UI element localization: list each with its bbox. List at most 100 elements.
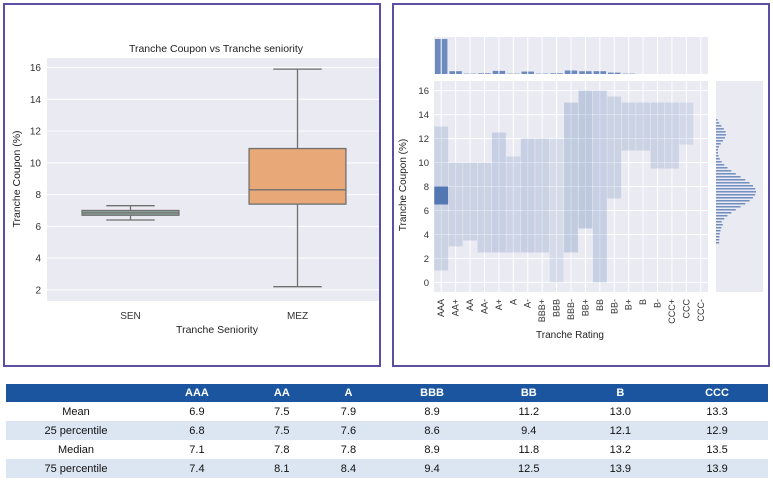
x-tick-label: BBB bbox=[552, 299, 562, 317]
heat-cell-b+ bbox=[622, 103, 636, 151]
x-tick-label: BB bbox=[595, 299, 605, 311]
heat-cell-aaa bbox=[434, 187, 448, 205]
x-tick-label: BBB+ bbox=[537, 299, 547, 322]
y-axis-label: Tranche Coupon (%) bbox=[11, 130, 23, 227]
table-cell: 8.9 bbox=[381, 402, 483, 421]
table-cell: 12.1 bbox=[575, 421, 667, 440]
marginal-y-bar bbox=[716, 164, 724, 165]
marginal-y-bar bbox=[716, 128, 724, 129]
marginal-y-bar bbox=[716, 152, 718, 153]
marginal-y-bar bbox=[716, 221, 722, 222]
table-cell: 7.1 bbox=[146, 440, 248, 459]
heat-cell-b bbox=[636, 103, 650, 151]
marginal-y-bar bbox=[716, 206, 741, 207]
marginal-y-bar bbox=[716, 179, 745, 180]
heat-cell-a bbox=[506, 157, 520, 253]
table-cell: 8.6 bbox=[381, 421, 483, 440]
y-tick-label: 10 bbox=[30, 158, 42, 169]
y-tick-label: 0 bbox=[424, 278, 429, 289]
row-label: 75 percentile bbox=[6, 459, 146, 478]
table-cell: 13.0 bbox=[575, 402, 667, 421]
marginal-y-bar bbox=[716, 209, 736, 210]
table-cell: 7.5 bbox=[248, 402, 316, 421]
y-tick-label: 12 bbox=[30, 127, 42, 138]
x-tick-label: AA- bbox=[479, 299, 489, 314]
marginal-y-bar bbox=[716, 239, 719, 240]
heat-cell-aa bbox=[463, 163, 477, 241]
marginal-y-bar bbox=[716, 134, 726, 135]
boxplot-chart: Tranche Coupon vs Tranche seniority 2 4 6 8… bbox=[5, 5, 379, 365]
header-cell: AA bbox=[248, 384, 316, 402]
heat-cell-bb- bbox=[607, 97, 621, 199]
table-cell: 7.8 bbox=[316, 440, 381, 459]
x-tick-label: MEZ bbox=[287, 311, 308, 322]
table-cell: 9.4 bbox=[381, 459, 483, 478]
x-tick-label: BB- bbox=[609, 299, 619, 314]
row-label: Mean bbox=[6, 402, 146, 421]
marginal-y-bar bbox=[716, 212, 731, 213]
heat-cell-a- bbox=[521, 139, 535, 253]
y-tick-label: 10 bbox=[418, 158, 429, 169]
marginal-y-bar bbox=[716, 191, 756, 192]
y-tick-label: 16 bbox=[30, 63, 42, 74]
marginal-y-bar bbox=[716, 197, 753, 198]
marginal-y-bar bbox=[716, 215, 727, 216]
coupon-stats-table: AAA AA A BBB BB B CCC Mean 6.9 7.5 7.9 8… bbox=[6, 384, 768, 478]
table-cell: 7.5 bbox=[248, 421, 316, 440]
heat-cell-aa- bbox=[478, 163, 492, 253]
x-tick-label: SEN bbox=[120, 311, 141, 322]
marginal-y-bar bbox=[716, 167, 727, 168]
y-tick-label: 4 bbox=[424, 230, 429, 241]
marginal-y-bar bbox=[716, 143, 721, 144]
table-row: Median 7.1 7.8 7.8 8.9 11.8 13.2 13.5 bbox=[6, 440, 768, 459]
header-cell: AAA bbox=[146, 384, 248, 402]
y-axis-label: Tranche Coupon (%) bbox=[398, 139, 409, 231]
x-tick-label: CCC bbox=[681, 299, 691, 319]
y-tick-label: 12 bbox=[418, 134, 429, 145]
x-tick-label: AA+ bbox=[451, 299, 461, 316]
marginal-y-bar bbox=[716, 224, 723, 225]
y-tick-label: 8 bbox=[35, 190, 41, 201]
row-label: Median bbox=[6, 440, 146, 459]
table-cell: 12.5 bbox=[483, 459, 575, 478]
table-cell: 7.4 bbox=[146, 459, 248, 478]
y-tick-label: 6 bbox=[424, 206, 429, 217]
x-tick-label: BB+ bbox=[580, 299, 590, 316]
heat-cell-bbb- bbox=[564, 103, 578, 253]
marginal-y-bar bbox=[716, 233, 720, 234]
x-tick-label: B+ bbox=[624, 299, 634, 310]
table-cell: 12.9 bbox=[666, 421, 768, 440]
marginal-y-bar bbox=[716, 185, 753, 186]
x-axis-label: Tranche Rating bbox=[536, 330, 604, 341]
heat-cell-ccc bbox=[679, 103, 693, 145]
marginal-y-bar bbox=[716, 146, 719, 147]
x-tick-label: AAA bbox=[436, 299, 446, 317]
marginal-y-bar bbox=[716, 161, 722, 162]
table-row: Mean 6.9 7.5 7.9 8.9 11.2 13.0 13.3 bbox=[6, 402, 768, 421]
y-tick-label: 14 bbox=[30, 95, 42, 106]
x-tick-label: B- bbox=[653, 299, 663, 308]
marginal-y-bar bbox=[716, 182, 750, 183]
marginal-y-bar bbox=[716, 242, 719, 243]
jointplot-panel: 0 2 4 6 8 10 12 14 16 AAA AA+ AA AA- A+ A A- BBB+ BBB BBB… bbox=[392, 3, 770, 367]
heat-cell-ccc+ bbox=[665, 103, 679, 169]
marginal-y-bar bbox=[716, 125, 721, 126]
marginal-y-bar bbox=[716, 218, 724, 219]
table-cell: 9.4 bbox=[483, 421, 575, 440]
marginal-y-bar bbox=[716, 194, 755, 195]
header-cell bbox=[6, 384, 146, 402]
x-tick-label: A- bbox=[523, 299, 533, 308]
box-mez bbox=[249, 149, 346, 205]
marginal-y-bar bbox=[716, 131, 726, 132]
y-tick-label: 8 bbox=[424, 182, 429, 193]
x-tick-label: A bbox=[508, 299, 518, 305]
marginal-y-bar bbox=[716, 140, 723, 141]
x-tick-label: A+ bbox=[494, 299, 504, 310]
table-cell: 13.2 bbox=[575, 440, 667, 459]
x-tick-label: B bbox=[638, 299, 648, 305]
x-tick-label: AA bbox=[465, 299, 475, 311]
marginal-y-bar bbox=[716, 155, 719, 156]
heat-cell-aa+ bbox=[449, 163, 463, 247]
header-cell: CCC bbox=[666, 384, 768, 402]
